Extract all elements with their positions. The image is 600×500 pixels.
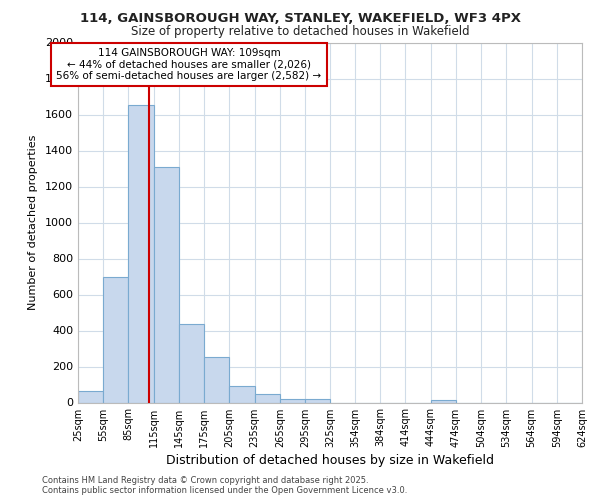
Bar (179, 324, 204, 402)
Bar (229, 386, 254, 402)
Text: Size of property relative to detached houses in Wakefield: Size of property relative to detached ho… (131, 25, 469, 38)
Bar (204, 356, 229, 403)
Bar (103, 276, 128, 402)
Text: Contains HM Land Registry data © Crown copyright and database right 2025.: Contains HM Land Registry data © Crown c… (42, 476, 368, 485)
Bar (431, 400, 456, 402)
Text: 114 GAINSBOROUGH WAY: 109sqm
← 44% of detached houses are smaller (2,026)
56% of: 114 GAINSBOROUGH WAY: 109sqm ← 44% of de… (56, 48, 322, 81)
Bar (280, 399, 305, 402)
Bar (305, 399, 331, 402)
X-axis label: Distribution of detached houses by size in Wakefield: Distribution of detached houses by size … (166, 454, 494, 466)
Text: Contains public sector information licensed under the Open Government Licence v3: Contains public sector information licen… (42, 486, 407, 495)
Bar (254, 394, 280, 402)
Bar (78, 391, 103, 402)
Y-axis label: Number of detached properties: Number of detached properties (28, 135, 38, 310)
Bar (154, 166, 179, 402)
Text: 114, GAINSBOROUGH WAY, STANLEY, WAKEFIELD, WF3 4PX: 114, GAINSBOROUGH WAY, STANLEY, WAKEFIEL… (79, 12, 521, 26)
Bar (128, 104, 154, 403)
